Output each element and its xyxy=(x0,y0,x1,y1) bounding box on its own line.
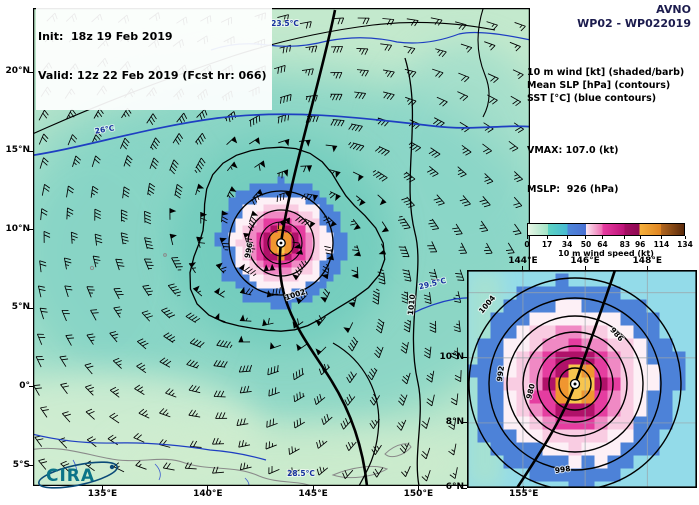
legend-wind-line: 10 m wind [kt] (shaded/barb) xyxy=(527,67,685,78)
main-x-tick-label: 135°E xyxy=(87,489,118,499)
colorbar-tick xyxy=(601,236,603,239)
main-y-tick xyxy=(29,307,33,309)
init-line: Init: 18z 19 Feb 2019 xyxy=(38,30,173,43)
init-valid-block: Init: 18z 19 Feb 2019 Valid: 12z 22 Feb … xyxy=(36,3,272,110)
storm-id: WP02 - WP022019 xyxy=(577,17,691,30)
valid-line: Valid: 12z 22 Feb 2019 (Fcst hr: 066) xyxy=(38,69,267,82)
storm-vitals: VMAX: 107.0 (kt) MSLP: 926 (hPa) xyxy=(527,118,619,222)
inset-y-tick xyxy=(463,487,467,489)
inset-x-tick xyxy=(584,266,586,270)
colorbar-label: 10 m wind speed (kt) xyxy=(558,249,654,258)
main-y-tick-label: 5°S xyxy=(12,459,30,470)
svg-text:1010: 1010 xyxy=(406,294,417,316)
main-y-tick xyxy=(29,465,33,467)
main-x-tick xyxy=(523,486,525,490)
wind-shading-layer xyxy=(33,41,530,486)
svg-text:996: 996 xyxy=(243,242,255,259)
svg-text:998: 998 xyxy=(554,464,571,475)
main-y-tick xyxy=(29,386,33,388)
inset-y-tick-label: 6°N xyxy=(445,482,464,492)
colorbar-tick-label: 17 xyxy=(541,240,553,249)
colorbar-tick-label: 64 xyxy=(597,240,608,249)
inset-storm-shading xyxy=(467,273,686,488)
main-x-tick-label: 150°E xyxy=(403,489,434,499)
model-id-block: AVNO WP02 - WP022019 xyxy=(577,3,691,31)
vmax-value: VMAX: 107.0 (kt) xyxy=(527,145,619,156)
mslp-value: MSLP: 926 (hPa) xyxy=(527,184,619,195)
inset-slp-contours xyxy=(468,270,682,488)
inset-x-tick xyxy=(646,266,648,270)
inset-y-tick xyxy=(463,357,467,359)
colorbar-tick-label: 114 xyxy=(653,240,670,249)
inset-y-tick-label: 8°N xyxy=(445,416,464,427)
colorbar-tick xyxy=(566,236,568,239)
colorbar-tick xyxy=(526,236,528,239)
colorbar-tick xyxy=(585,236,587,239)
storm-track-layer xyxy=(276,9,369,486)
inset-y-tick-label: 10°N xyxy=(439,351,464,362)
colorbar-tick-label: 34 xyxy=(561,240,573,249)
svg-text:992: 992 xyxy=(495,365,506,382)
coastline-layer xyxy=(33,253,412,486)
legend-slp-line: Mean SLP [hPa] (contours) xyxy=(527,80,671,91)
main-y-tick xyxy=(29,71,33,73)
main-y-tick xyxy=(29,229,33,231)
colorbar-tick xyxy=(660,236,662,239)
inset-x-tick-label: 148°E xyxy=(632,256,662,266)
field-legend: 10 m wind [kt] (shaded/barb) Mean SLP [h… xyxy=(527,66,684,105)
colorbar-tick xyxy=(639,236,641,239)
colorbar xyxy=(527,223,685,236)
cira-logo: CIRA xyxy=(34,458,126,496)
model-name: AVNO xyxy=(656,3,691,16)
inset-x-tick-label: 144°E xyxy=(508,256,538,266)
colorbar-tick-label: 50 xyxy=(580,240,592,249)
main-y-tick-label: 5°N xyxy=(11,302,30,313)
colorbar-tick xyxy=(684,236,686,239)
main-x-tick-label: 155°E xyxy=(508,489,539,499)
main-x-tick xyxy=(312,486,314,490)
main-y-tick-label: 0° xyxy=(19,380,30,391)
inset-x-tick xyxy=(522,266,524,270)
cira-orbit-icon xyxy=(38,461,118,489)
main-y-tick-label: 15°N xyxy=(5,145,30,156)
main-x-tick xyxy=(417,486,419,490)
main-y-tick-label: 10°N xyxy=(5,223,30,234)
main-y-tick-label: 20°N xyxy=(5,66,30,77)
inset-x-tick-label: 146°E xyxy=(570,256,600,266)
colorbar-tick xyxy=(546,236,548,239)
svg-text:23.5°C: 23.5°C xyxy=(271,19,299,28)
main-x-tick xyxy=(207,486,209,490)
main-x-tick-label: 145°E xyxy=(298,489,328,499)
legend-sst-line: SST [°C] (blue contours) xyxy=(527,93,657,104)
main-x-tick xyxy=(101,486,103,490)
cira-logo-text: CIRA xyxy=(46,466,96,486)
colorbar-tick-label: 134 xyxy=(677,240,693,249)
colorbar-tick xyxy=(624,236,626,239)
svg-text:28.5°C: 28.5°C xyxy=(287,469,315,478)
colorbar-tick-label: 96 xyxy=(634,240,646,249)
inset-y-tick xyxy=(463,422,467,424)
colorbar-tick-label: 0 xyxy=(524,240,530,249)
main-y-tick xyxy=(29,150,33,152)
colorbar-tick-label: 83 xyxy=(619,240,631,249)
main-x-tick-label: 140°E xyxy=(193,489,223,499)
